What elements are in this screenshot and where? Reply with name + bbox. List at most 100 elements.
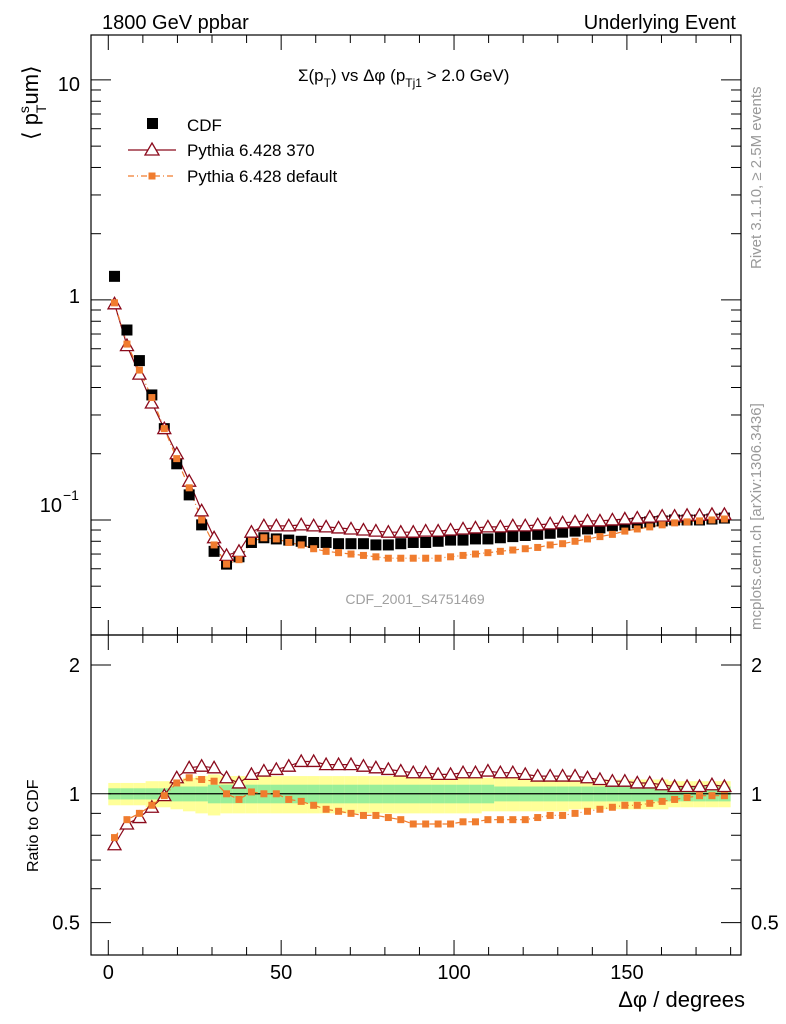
title-sigma: Σ(p bbox=[298, 66, 324, 85]
ratio-x-ticks bbox=[107, 635, 732, 955]
ratio-point-pythia-default bbox=[459, 818, 467, 826]
ylabel-pre: ⟨ p bbox=[18, 113, 43, 140]
main-point-cdf bbox=[395, 538, 407, 550]
main-point-pythia-default bbox=[633, 525, 641, 533]
ratio-point-pythia-default bbox=[223, 790, 231, 798]
main-point-cdf bbox=[333, 538, 345, 550]
main-point-pythia370 bbox=[642, 509, 658, 523]
ratio-point-pythia370 bbox=[355, 758, 372, 772]
main-point-cdf bbox=[544, 527, 556, 539]
ratio-point-pythia370 bbox=[368, 759, 384, 774]
ratio-point-pythia-default bbox=[521, 816, 529, 824]
x-tick-label: 0 bbox=[103, 962, 114, 984]
main-point-cdf bbox=[171, 458, 183, 470]
main-point-pythia370 bbox=[144, 395, 160, 409]
main-point-cdf bbox=[532, 528, 544, 540]
main-point-pythia-default bbox=[148, 394, 156, 402]
main-point-pythia-default bbox=[384, 554, 392, 562]
main-point-pythia-default bbox=[135, 366, 143, 374]
ratio-y-tick-label: 0.5 bbox=[52, 913, 80, 935]
ratio-point-pythia370 bbox=[393, 763, 409, 777]
main-point-pythia370 bbox=[530, 517, 546, 531]
ratio-point-pythia370 bbox=[704, 776, 720, 791]
main-point-pythia370 bbox=[256, 518, 272, 532]
main-point-pythia-default bbox=[646, 523, 654, 531]
ratio-y-axis-label: Ratio to CDF bbox=[25, 779, 42, 872]
main-point-pythia370 bbox=[355, 522, 372, 536]
ratio-point-pythia-default bbox=[272, 790, 280, 798]
main-point-cdf bbox=[121, 324, 133, 336]
ratio-point-pythia-default bbox=[633, 801, 641, 809]
ratio-point-pythia370 bbox=[405, 764, 421, 779]
main-y-axis-label: ⟨ psTum⟩ bbox=[16, 65, 49, 140]
main-point-pythia370 bbox=[306, 518, 322, 532]
main-point-cdf bbox=[295, 535, 307, 547]
main-point-pythia-default bbox=[322, 547, 330, 555]
main-point-cdf bbox=[482, 533, 494, 545]
ratio-point-pythia370 bbox=[467, 764, 484, 779]
ratio-point-pythia370 bbox=[119, 816, 135, 830]
ratio-point-pythia370 bbox=[517, 766, 533, 781]
ratio-point-pythia370 bbox=[492, 764, 508, 779]
x-tick-labels: 0 50 100 150 bbox=[103, 962, 644, 984]
analysis-watermark: CDF_2001_S4751469 bbox=[345, 591, 485, 607]
ratio-point-pythia-default bbox=[198, 775, 206, 783]
main-point-cdf bbox=[432, 535, 444, 547]
ratio-point-pythia-default bbox=[720, 792, 728, 800]
main-point-cdf bbox=[619, 519, 631, 531]
ratio-point-pythia370 bbox=[181, 759, 197, 774]
main-point-pythia370 bbox=[517, 518, 533, 532]
ratio-point-pythia-default bbox=[322, 805, 330, 813]
ratio-y-tick-label-right: 2 bbox=[751, 655, 762, 677]
main-point-cdf bbox=[345, 538, 357, 550]
ratio-point-pythia-default bbox=[409, 820, 417, 828]
ratio-point-pythia370 bbox=[567, 768, 583, 782]
ratio-y-tick-labels: 0.5 0.5 1 1 2 2 bbox=[52, 655, 779, 935]
main-point-pythia370 bbox=[480, 519, 496, 533]
main-point-pythia-default bbox=[571, 537, 579, 545]
main-point-pythia-default bbox=[484, 549, 492, 557]
main-point-pythia-default bbox=[285, 538, 293, 546]
ratio-point-pythia-default bbox=[310, 801, 318, 809]
ratio-point-pythia370 bbox=[380, 761, 396, 776]
main-point-pythia-default bbox=[559, 540, 567, 548]
header-right-title: Underlying Event bbox=[584, 12, 737, 34]
main-point-pythia370 bbox=[604, 512, 620, 526]
ratio-point-pythia370 bbox=[480, 763, 496, 777]
ratio-point-pythia-default bbox=[608, 803, 616, 811]
main-point-pythia370 bbox=[318, 519, 334, 533]
main-point-cdf bbox=[308, 536, 320, 548]
ratio-point-pythia370 bbox=[617, 773, 633, 787]
main-point-pythia370 bbox=[554, 515, 571, 529]
ratio-point-pythia-default bbox=[546, 811, 554, 819]
ratio-point-pythia-default bbox=[621, 801, 629, 809]
main-series-group bbox=[106, 270, 733, 570]
ratio-point-pythia-default bbox=[422, 820, 430, 828]
ratio-point-pythia-default bbox=[534, 814, 542, 822]
ratio-y-tick-label-right: 0.5 bbox=[751, 913, 779, 935]
main-point-pythia370 bbox=[243, 524, 260, 538]
ratio-point-pythia370 bbox=[231, 775, 247, 789]
ratio-point-pythia-default bbox=[335, 807, 343, 815]
ratio-point-pythia-default bbox=[559, 811, 567, 819]
ratio-point-pythia-default bbox=[372, 811, 380, 819]
ratio-series-group bbox=[106, 753, 733, 851]
plot-title: Σ(pT) vs Δφ (pTj1 > 2.0 GeV) bbox=[298, 66, 509, 90]
main-y-ticks bbox=[91, 79, 741, 636]
x-axis-label: Δφ / degrees bbox=[618, 987, 745, 1012]
ratio-point-pythia370 bbox=[218, 769, 235, 784]
ratio-point-pythia-default bbox=[384, 814, 392, 822]
ratio-point-pythia-default bbox=[210, 777, 218, 785]
ratio-point-pythia370 bbox=[592, 771, 608, 786]
ratio-point-pythia-default bbox=[235, 795, 243, 803]
main-point-pythia370 bbox=[430, 523, 446, 537]
legend-marker-pythia370 bbox=[143, 141, 161, 156]
ratio-point-pythia-default bbox=[297, 797, 305, 805]
main-point-pythia-default bbox=[596, 533, 604, 541]
ratio-point-pythia370 bbox=[530, 768, 546, 782]
ratio-point-pythia-default bbox=[683, 794, 691, 802]
x-tick-label: 100 bbox=[437, 962, 470, 984]
title-sub-t: T bbox=[324, 76, 332, 90]
ratio-point-pythia-default bbox=[509, 816, 517, 824]
ratio-point-pythia370 bbox=[243, 766, 260, 781]
